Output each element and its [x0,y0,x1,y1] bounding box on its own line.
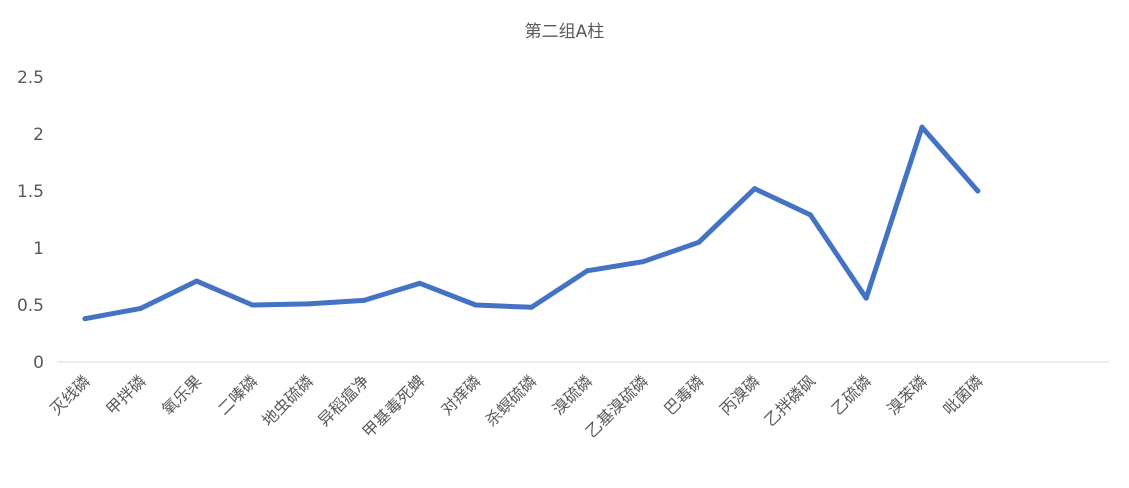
x-tick-label: 对痒磷 [437,371,484,418]
data-point [528,304,534,310]
x-tick-label: 地虫硫磷 [258,371,317,430]
x-tick-label: 丙溴磷 [716,371,763,418]
data-point [82,316,88,322]
y-tick-label: 0 [33,353,44,373]
x-tick-label: 巴毒磷 [660,371,707,418]
x-tick-label: 氧乐果 [158,371,205,418]
series-group [82,124,981,322]
x-tick-label: 甲拌磷 [102,371,149,418]
y-tick-label: 2 [33,125,44,145]
y-axis-ticks: 0 0.5 1 1.5 2 2.5 [17,68,44,373]
data-point [473,302,479,308]
y-tick-label: 0.5 [17,296,44,316]
x-tick-label: 乙拌磷砜 [761,371,820,430]
x-tick-label: 杀螟硫磷 [482,371,541,430]
x-tick-label: 乙硫磷 [828,371,875,418]
x-tick-label: 溴苯磷 [883,371,930,418]
x-tick-label: 二嗪磷 [214,371,261,418]
data-point [696,239,702,245]
data-point [752,186,758,192]
data-point [417,280,423,286]
data-point [807,212,813,218]
data-point [361,297,367,303]
data-point [584,268,590,274]
y-tick-label: 1 [33,239,44,259]
x-tick-label: 溴硫磷 [549,371,596,418]
data-point [640,259,646,265]
data-point [138,305,144,311]
series-line [82,124,981,322]
data-point [975,188,981,194]
data-point [194,278,200,284]
x-tick-label: 灭线磷 [46,371,93,418]
x-tick-label: 吡菌磷 [939,371,986,418]
y-tick-label: 2.5 [17,68,44,88]
data-point [305,301,311,307]
chart-title: 第二组A柱 [524,22,605,42]
data-point [863,295,869,301]
y-tick-label: 1.5 [17,182,44,202]
data-point [919,124,925,130]
data-point [249,302,255,308]
